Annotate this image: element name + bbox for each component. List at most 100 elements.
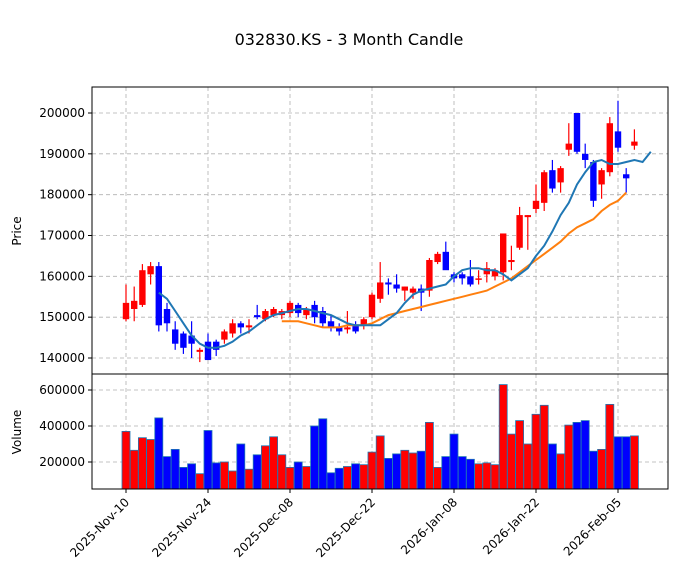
candle — [524, 215, 531, 218]
volume-bar — [375, 435, 385, 490]
candle — [180, 333, 187, 348]
candle — [286, 302, 294, 314]
volume-bar — [589, 450, 598, 490]
candle — [155, 266, 162, 326]
volume-bar — [416, 450, 426, 490]
volume-bar — [515, 420, 524, 490]
candle — [147, 266, 154, 275]
volume-bar — [170, 448, 180, 490]
price-tick-label: 150000 — [39, 310, 85, 324]
volume-bar — [236, 443, 246, 490]
volume-bar — [556, 453, 565, 490]
candle — [122, 302, 130, 320]
candle — [573, 113, 581, 152]
candle — [172, 329, 179, 344]
volume-bar — [597, 448, 606, 490]
volume-bar — [531, 413, 541, 490]
volume-bar — [400, 449, 410, 490]
volume-panel-frame — [91, 373, 669, 490]
volume-bar — [137, 437, 147, 490]
price-panel: 140000 150000 160000 170000 180000 190000 2000… — [10, 86, 669, 375]
candle — [237, 323, 244, 328]
volume-bar — [523, 443, 533, 490]
volume-bar — [630, 435, 639, 490]
candle — [229, 323, 236, 334]
volume-bar — [580, 420, 590, 490]
candle — [442, 251, 449, 271]
candle — [213, 341, 220, 350]
candle — [262, 311, 269, 320]
candle — [532, 200, 540, 209]
candle — [303, 309, 310, 316]
volume-bar — [310, 425, 320, 490]
volume-bar — [293, 461, 303, 490]
price-y-axis: 140000 150000 160000 170000 180000 190000 2000… — [39, 106, 92, 365]
volume-bar — [433, 466, 443, 490]
price-tick-label: 190000 — [39, 147, 85, 161]
candle — [270, 309, 277, 316]
volume-bar — [383, 457, 393, 490]
volume-bar — [424, 421, 434, 490]
candles — [122, 100, 638, 363]
volume-bar — [449, 433, 459, 490]
candle — [319, 311, 326, 324]
volume-bar — [564, 424, 574, 490]
candle — [549, 170, 556, 189]
candle — [360, 319, 367, 326]
candle — [606, 123, 613, 173]
candle — [516, 215, 523, 248]
volume-bar — [318, 418, 328, 490]
volume-tick-label: 400000 — [39, 419, 85, 433]
x-tick-label: 2026-Jan-22 — [480, 495, 542, 557]
volume-bar — [187, 463, 197, 490]
candle — [582, 153, 589, 160]
candle — [352, 325, 359, 332]
volume-bar — [408, 452, 418, 490]
x-axis: 2025-Nov-10 2025-Nov-24 2025-Dec-08 2025-De… — [67, 489, 624, 560]
volume-y-axis: 200000 400000 600000 — [39, 383, 92, 469]
volume-bar — [482, 462, 492, 490]
volume-bar — [457, 456, 467, 490]
volume-bar — [367, 451, 377, 490]
candle — [377, 282, 384, 299]
volume-bar — [260, 445, 270, 490]
volume-bar — [252, 454, 262, 490]
volume-bar — [539, 404, 549, 490]
candle — [336, 327, 343, 332]
candle — [368, 294, 376, 318]
volume-bar — [334, 467, 344, 490]
volume-bar — [162, 456, 172, 490]
candle — [344, 327, 351, 330]
candle — [204, 341, 212, 361]
volume-bar — [228, 470, 238, 490]
volume-bar — [548, 443, 557, 490]
volume-bar — [572, 421, 582, 490]
volume-bar — [498, 384, 508, 490]
ma-short-line — [158, 151, 652, 349]
volume-bar — [269, 436, 279, 490]
ma-long-line — [281, 191, 627, 329]
volume-tick-label: 600000 — [39, 383, 85, 397]
x-tick-label: 2025-Nov-10 — [67, 495, 132, 560]
volume-bar — [285, 466, 295, 490]
candle — [475, 278, 482, 280]
volume-bar — [351, 463, 361, 490]
candle — [459, 274, 466, 279]
candle — [188, 335, 195, 344]
volume-bar — [490, 464, 500, 490]
volume-bar — [605, 403, 615, 490]
volume-bar — [277, 454, 287, 490]
candle — [541, 172, 548, 203]
candle — [245, 325, 253, 328]
candle — [426, 260, 433, 291]
volume-bar — [129, 449, 139, 490]
candle — [508, 260, 515, 263]
chart-title: 032830.KS - 3 Month Candle — [235, 30, 464, 49]
volume-bar — [211, 462, 221, 490]
candle — [196, 349, 203, 352]
volume-bar — [474, 463, 484, 490]
price-tick-label: 160000 — [39, 269, 85, 283]
candle — [401, 286, 408, 291]
volume-bar — [441, 456, 451, 490]
